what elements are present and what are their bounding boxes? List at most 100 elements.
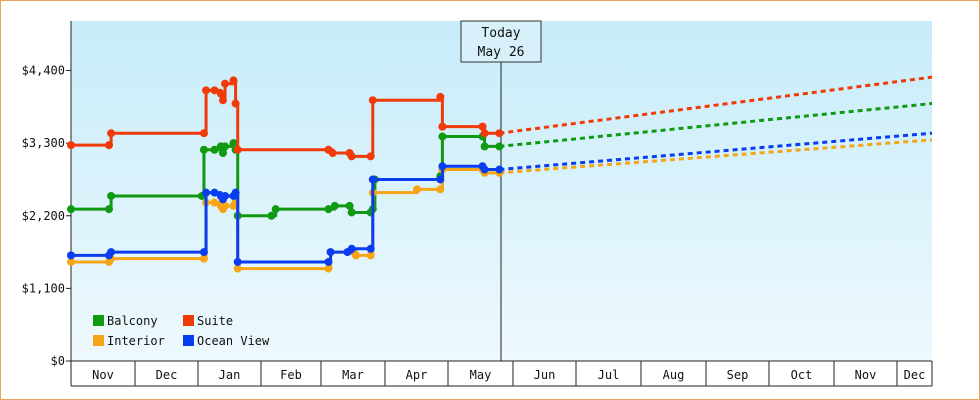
data-point-balcony xyxy=(438,132,447,141)
data-point-ocean-view xyxy=(326,248,335,257)
x-month-label: Dec xyxy=(904,368,926,382)
legend-label-ocean-view: Ocean View xyxy=(197,334,270,348)
data-point-interior xyxy=(210,198,219,207)
x-month-label: Jun xyxy=(534,368,556,382)
data-point-suite xyxy=(210,86,219,95)
y-tick-label: $0 xyxy=(51,354,65,368)
data-point-ocean-view xyxy=(107,248,116,257)
data-point-ocean-view xyxy=(221,191,230,200)
y-tick-label: $1,100 xyxy=(22,281,65,295)
x-month-label: May xyxy=(470,368,492,382)
data-point-ocean-view xyxy=(324,257,333,266)
data-point-suite xyxy=(202,86,211,95)
data-point-balcony xyxy=(324,205,333,214)
data-point-suite xyxy=(436,92,445,101)
legend-label-balcony: Balcony xyxy=(107,314,158,328)
series-projection-suite xyxy=(499,75,933,135)
data-point-balcony xyxy=(210,145,219,154)
legend-label-interior: Interior xyxy=(107,334,165,348)
x-month-label: Jul xyxy=(598,368,620,382)
data-point-interior xyxy=(324,264,333,273)
data-point-balcony xyxy=(107,191,116,200)
data-point-suite xyxy=(199,129,208,138)
series-interior xyxy=(67,138,933,273)
data-point-ocean-view xyxy=(233,257,242,266)
x-month-label: Nov xyxy=(855,368,877,382)
data-point-suite xyxy=(478,122,487,131)
y-axis: $0 $1,100 $2,200 $3,300 $4,400 xyxy=(22,21,72,368)
data-point-ocean-view xyxy=(202,188,211,197)
data-point-balcony xyxy=(218,149,227,158)
data-point-suite xyxy=(347,152,356,161)
data-point-suite xyxy=(438,122,447,131)
today-date: May 26 xyxy=(478,45,525,60)
data-point-interior xyxy=(413,185,422,194)
data-point-balcony xyxy=(199,145,208,154)
x-month-label: Sep xyxy=(727,368,749,382)
data-point-ocean-view xyxy=(366,244,375,253)
x-month-label: Apr xyxy=(406,368,428,382)
x-axis: Nov Dec Jan Feb Mar Apr May Jun Jul Aug Sep Oct Nov D… xyxy=(70,360,933,387)
data-point-balcony xyxy=(345,201,354,210)
data-point-suite xyxy=(107,129,116,138)
data-point-balcony xyxy=(267,211,276,220)
data-point-suite xyxy=(366,152,375,161)
legend-swatch-balcony xyxy=(93,315,104,326)
legend-swatch-interior xyxy=(93,335,104,346)
y-tick-label: $3,300 xyxy=(22,136,65,150)
x-month-label: Feb xyxy=(280,368,302,382)
data-point-balcony xyxy=(221,142,230,151)
data-point-balcony xyxy=(347,208,356,217)
today-label: Today xyxy=(481,26,520,41)
data-point-ocean-view xyxy=(438,162,447,171)
data-point-suite xyxy=(229,76,238,85)
series-suite xyxy=(67,75,933,161)
data-point-suite xyxy=(216,89,225,98)
series-ocean-view xyxy=(67,131,933,266)
series-projection-ocean-view xyxy=(499,131,933,172)
x-month-label: Aug xyxy=(663,368,685,382)
data-point-suite xyxy=(495,129,504,138)
data-point-ocean-view xyxy=(436,175,445,184)
data-point-ocean-view xyxy=(67,251,75,260)
data-point-interior xyxy=(199,254,208,263)
today-label-box xyxy=(460,20,542,63)
data-point-ocean-view xyxy=(347,244,356,253)
data-point-suite xyxy=(231,99,240,108)
series-projection-interior xyxy=(499,138,933,175)
data-point-balcony xyxy=(495,142,504,151)
data-point-interior xyxy=(436,185,445,194)
data-point-ocean-view xyxy=(495,165,504,174)
data-point-balcony xyxy=(229,139,238,148)
data-point-suite xyxy=(480,129,489,138)
data-point-balcony xyxy=(271,205,280,214)
data-point-suite xyxy=(328,149,337,158)
data-point-interior xyxy=(233,264,242,273)
x-month-label: Oct xyxy=(791,368,813,382)
x-month-label: Mar xyxy=(342,368,364,382)
legend-swatch-suite xyxy=(183,315,194,326)
series-projection-balcony xyxy=(499,102,933,148)
data-point-suite xyxy=(368,96,377,105)
y-tick-label: $2,200 xyxy=(22,209,65,223)
legend-swatch-ocean-view xyxy=(183,335,194,346)
data-point-ocean-view xyxy=(231,188,240,197)
data-point-suite xyxy=(104,141,113,150)
y-tick-label: $4,400 xyxy=(22,64,65,78)
legend-label-suite: Suite xyxy=(197,314,233,328)
data-point-interior xyxy=(67,257,75,266)
data-point-interior xyxy=(366,251,375,260)
data-point-ocean-view xyxy=(480,165,489,174)
x-month-label: Nov xyxy=(92,368,114,382)
legend: Balcony Suite Interior Ocean View xyxy=(93,314,270,348)
data-point-balcony xyxy=(67,205,75,214)
data-point-interior xyxy=(221,201,230,210)
data-point-ocean-view xyxy=(210,188,219,197)
data-point-suite xyxy=(218,96,227,105)
data-point-balcony xyxy=(480,142,489,151)
data-point-balcony xyxy=(330,201,339,210)
data-point-balcony xyxy=(104,205,113,214)
series-layer xyxy=(67,75,933,273)
